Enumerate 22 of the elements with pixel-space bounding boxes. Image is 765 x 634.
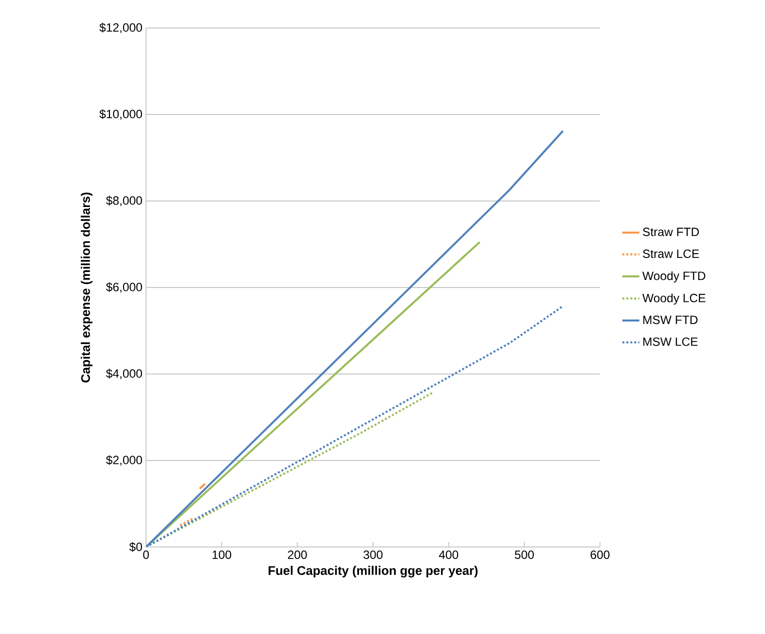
legend-label: Woody LCE: [642, 293, 706, 305]
legend-label: MSW LCE: [643, 337, 698, 346]
legend-label: Straw LCE: [642, 250, 699, 258]
x-axis-title: Fuel Capacity (million gge per year): [268, 566, 478, 578]
x-tick-label: 200: [288, 550, 307, 559]
y-tick-label: $2,000: [106, 455, 142, 466]
y-tick-label: $12,000: [99, 22, 142, 34]
legend-label: Woody FTD: [642, 271, 706, 282]
y-tick-label: $4,000: [106, 368, 142, 380]
y-tick-label: $6,000: [106, 282, 142, 293]
x-tick-label: 400: [438, 550, 458, 559]
y-axis-title: Capital expense (million dollars): [80, 192, 92, 382]
y-tick-label: $0: [129, 542, 142, 552]
x-tick-label: 100: [212, 550, 232, 559]
legend-label: MSW FTD: [643, 316, 698, 324]
x-tick-label: 0: [143, 550, 149, 559]
y-tick-label: $10,000: [99, 109, 142, 120]
x-tick-label: 600: [590, 550, 610, 559]
x-tick-label: 500: [514, 550, 534, 559]
legend-label: Straw FTD: [642, 228, 699, 236]
x-tick-label: 300: [363, 550, 383, 559]
y-tick-label: $8,000: [106, 196, 142, 206]
